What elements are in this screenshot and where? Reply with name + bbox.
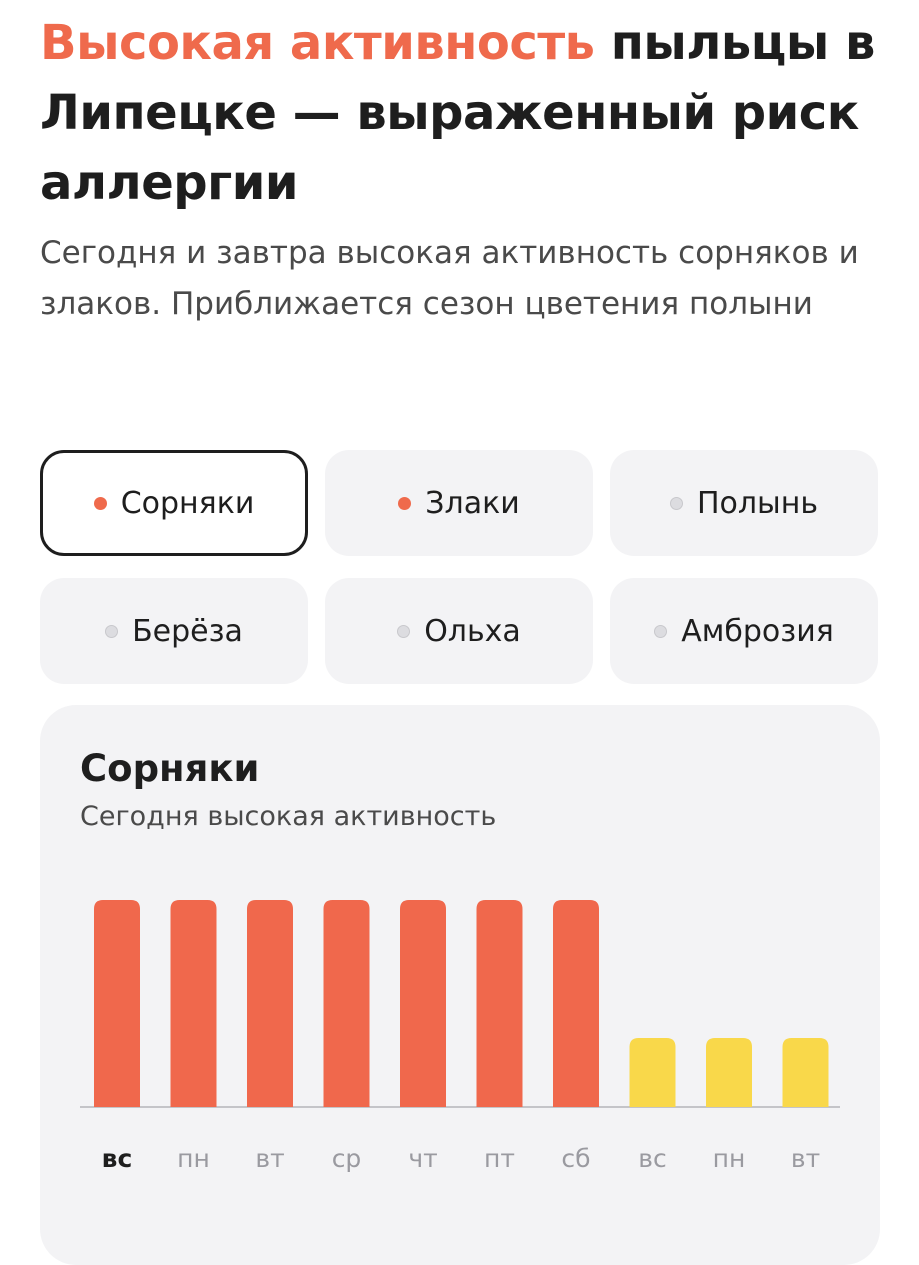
- filter-label: Полынь: [696, 485, 819, 521]
- x-tick-label: пн: [177, 1144, 210, 1173]
- headline-accent: Высокая активность: [40, 15, 595, 71]
- x-tick-label: сб: [561, 1144, 590, 1173]
- card-subtitle: Сегодня высокая активность: [80, 801, 497, 832]
- activity-dot-icon: [654, 624, 668, 638]
- activity-dot-icon: [398, 496, 412, 510]
- activity-dot-icon: [397, 624, 411, 638]
- x-tick-label: вт: [791, 1144, 820, 1173]
- x-tick-label: вт: [255, 1144, 284, 1173]
- forecast-bar-chart: вс пн вт ср чт пт сб вс пн вт: [80, 900, 840, 1173]
- pollen-forecast-card: Сорняки Сегодня высокая активность вс пн в…: [40, 705, 880, 1265]
- x-tick-label: пн: [713, 1144, 746, 1173]
- chart-bar[interactable]: [400, 900, 446, 1107]
- activity-dot-icon: [669, 496, 683, 510]
- chart-bar[interactable]: [629, 1038, 676, 1107]
- filter-chip-alder[interactable]: Ольха: [325, 578, 593, 684]
- chart-bar[interactable]: [247, 900, 293, 1107]
- x-tick-label: пт: [484, 1144, 515, 1173]
- filter-label: Амброзия: [681, 613, 834, 649]
- chart-bar[interactable]: [476, 900, 523, 1107]
- page-headline: Высокая активность пыльцы в Липецке — вы…: [40, 8, 900, 218]
- filter-chip-birch[interactable]: Берёза: [40, 578, 308, 684]
- activity-dot-icon: [93, 496, 107, 510]
- activity-dot-icon: [105, 624, 119, 638]
- x-tick-label: вс: [638, 1144, 666, 1173]
- x-tick-label: чт: [408, 1144, 437, 1173]
- page-subtitle: Сегодня и завтра высокая активность сорн…: [40, 235, 859, 322]
- chart-bar[interactable]: [94, 900, 140, 1107]
- filter-chip-wormwood[interactable]: Полынь: [610, 450, 878, 556]
- filter-label: Ольха: [424, 613, 521, 649]
- filter-label: Берёза: [132, 613, 243, 649]
- chart-bar[interactable]: [706, 1038, 752, 1107]
- chart-bar[interactable]: [782, 1038, 829, 1107]
- filter-chip-ragweed[interactable]: Амброзия: [610, 578, 878, 684]
- filter-label: Злаки: [425, 485, 520, 521]
- pollen-filter-grid: Сорняки Злаки Полынь Берёза Ольха Амброз…: [40, 450, 880, 684]
- card-title: Сорняки: [80, 747, 260, 790]
- headline-rest: пыльцы в Липецке — выраженный риск аллер…: [40, 15, 875, 211]
- filter-chip-weeds[interactable]: Сорняки: [40, 450, 308, 556]
- chart-bar[interactable]: [323, 900, 370, 1107]
- chart-bar[interactable]: [553, 900, 599, 1107]
- x-tick-label: вс: [102, 1144, 133, 1173]
- x-tick-label: ср: [332, 1144, 362, 1173]
- filter-chip-grasses[interactable]: Злаки: [325, 450, 593, 556]
- chart-bar[interactable]: [170, 900, 217, 1107]
- filter-label: Сорняки: [120, 485, 255, 521]
